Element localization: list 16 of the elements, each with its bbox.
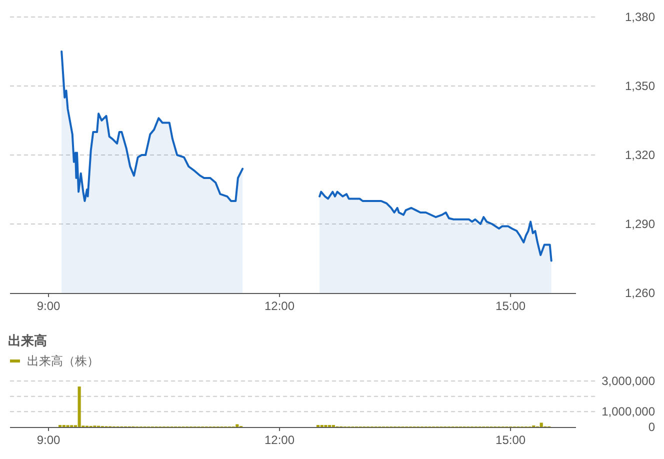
x-tick-label: 9:00: [36, 433, 61, 447]
chart-title: 出来高: [8, 333, 47, 348]
y-tick-label: 1,350: [624, 79, 656, 93]
y-tick-label: 3,000,000: [602, 374, 656, 388]
y-tick-label: 1,380: [624, 10, 656, 24]
x-tick-label: 9:00: [36, 299, 61, 313]
y-tick-label: 1,260: [624, 286, 656, 300]
y-tick-label: 1,290: [624, 217, 656, 231]
y-tick-label: 1,000,000: [602, 404, 656, 419]
x-tick-label: 15:00: [496, 299, 526, 313]
y-tick-label: 1,320: [624, 148, 656, 162]
y-tick-label: 0: [648, 420, 656, 434]
x-tick-label: 15:00: [496, 433, 526, 447]
x-tick-label: 12:00: [264, 299, 295, 313]
x-tick-label: 12:00: [264, 433, 295, 447]
legend-label: 出来高（株）: [27, 354, 99, 368]
